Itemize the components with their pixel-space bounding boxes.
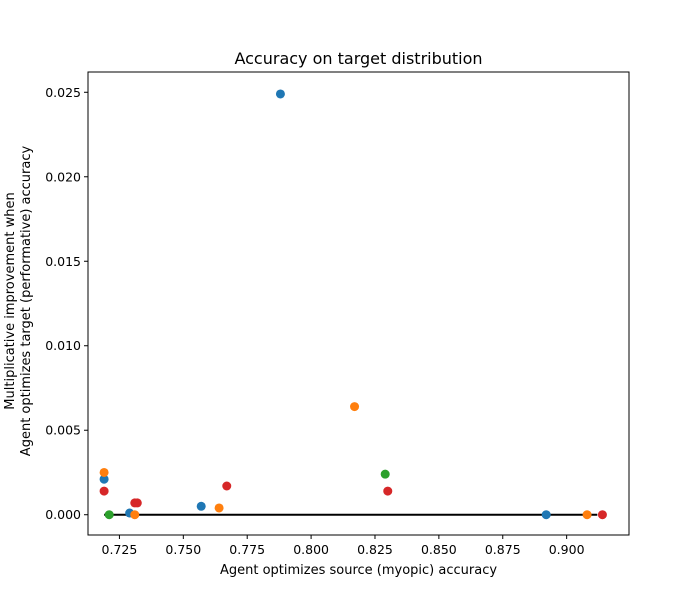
x-tick-label: 0.850 <box>421 542 457 557</box>
data-point-series-4 <box>99 486 109 496</box>
data-point-series-2 <box>214 503 224 513</box>
plot-frame <box>87 71 630 536</box>
y-axis-label: Multiplicative improvement when Agent op… <box>3 146 34 457</box>
data-point-series-2 <box>99 467 109 477</box>
data-point-series-3 <box>104 510 114 520</box>
x-tick-label: 0.825 <box>357 542 393 557</box>
data-point-series-2 <box>582 510 592 520</box>
data-point-series-3 <box>380 469 390 479</box>
chart-title: Accuracy on target distribution <box>234 49 482 68</box>
data-point-series-4 <box>222 481 232 491</box>
x-axis-label: Agent optimizes source (myopic) accuracy <box>220 563 497 578</box>
y-tick-label: 0.005 <box>45 423 81 438</box>
x-tick-label: 0.725 <box>102 542 138 557</box>
y-tick-label: 0.025 <box>45 85 81 100</box>
data-point-series-2 <box>350 402 360 412</box>
y-tick-label: 0.020 <box>45 169 81 184</box>
x-tick-label: 0.750 <box>165 542 201 557</box>
y-axis-label-line-2: Agent optimizes target (performative) ac… <box>19 146 34 457</box>
data-point-series-1 <box>99 474 109 484</box>
x-tick-label: 0.775 <box>229 542 265 557</box>
points-layer <box>99 89 607 520</box>
data-point-series-4 <box>132 498 142 508</box>
x-tick-label: 0.900 <box>549 542 585 557</box>
data-point-series-2 <box>130 510 140 520</box>
y-tick-label: 0.010 <box>45 338 81 353</box>
x-tick-label: 0.800 <box>293 542 329 557</box>
y-axis-label-line-1: Multiplicative improvement when <box>3 192 18 409</box>
y-axis-ticks: 0.000 0.005 0.010 0.015 0.020 0.025 <box>45 85 88 522</box>
x-tick-label: 0.875 <box>485 542 521 557</box>
data-point-series-4 <box>597 510 607 520</box>
data-point-series-1 <box>275 89 285 99</box>
y-tick-label: 0.000 <box>45 507 81 522</box>
data-point-series-1 <box>541 510 551 520</box>
x-axis-ticks: 0.725 0.750 0.775 0.800 0.825 0.850 0.875 0.900 <box>102 535 585 557</box>
y-tick-label: 0.015 <box>45 254 81 269</box>
data-point-series-4 <box>383 486 393 496</box>
data-point-series-1 <box>196 501 206 511</box>
